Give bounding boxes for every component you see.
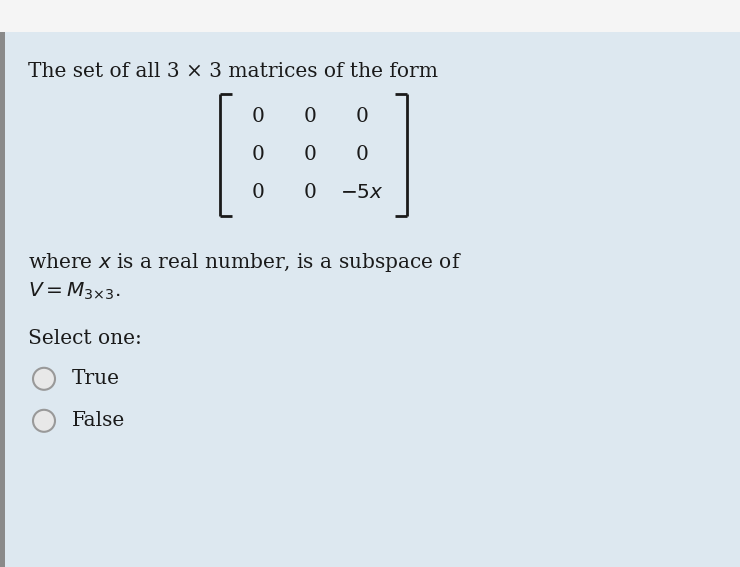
Text: 0: 0 [252,146,264,164]
Text: Select one:: Select one: [28,329,142,348]
Bar [0,32,5,567]
Text: 0: 0 [252,184,264,202]
Text: 0: 0 [303,146,317,164]
Text: 0: 0 [303,108,317,126]
Circle shape [33,368,55,390]
Text: False: False [72,411,125,430]
Text: 0: 0 [252,108,264,126]
Text: 0: 0 [355,108,369,126]
Bar [0,0,740,32]
Circle shape [33,410,55,432]
Text: where $x$ is a real number, is a subspace of: where $x$ is a real number, is a subspac… [28,251,462,274]
Text: The set of all 3 × 3 matrices of the form: The set of all 3 × 3 matrices of the for… [28,62,438,81]
Text: 0: 0 [303,184,317,202]
Text: $-5x$: $-5x$ [340,184,384,202]
Text: True: True [72,369,120,388]
Text: $V = M_{3{\times}3}.$: $V = M_{3{\times}3}.$ [28,281,121,302]
Text: 0: 0 [355,146,369,164]
